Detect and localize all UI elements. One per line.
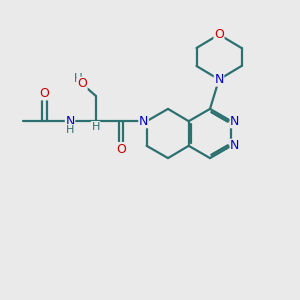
Text: N: N — [230, 139, 240, 152]
Text: O: O — [40, 87, 50, 100]
Text: N: N — [230, 115, 240, 128]
Text: H: H — [92, 122, 100, 132]
Text: O: O — [77, 77, 87, 90]
Text: N: N — [65, 115, 75, 128]
Text: N: N — [139, 115, 148, 128]
Text: N: N — [214, 73, 224, 86]
Text: H: H — [66, 124, 74, 135]
Text: O: O — [116, 142, 126, 156]
Text: H: H — [74, 72, 82, 85]
Text: O: O — [214, 28, 224, 41]
